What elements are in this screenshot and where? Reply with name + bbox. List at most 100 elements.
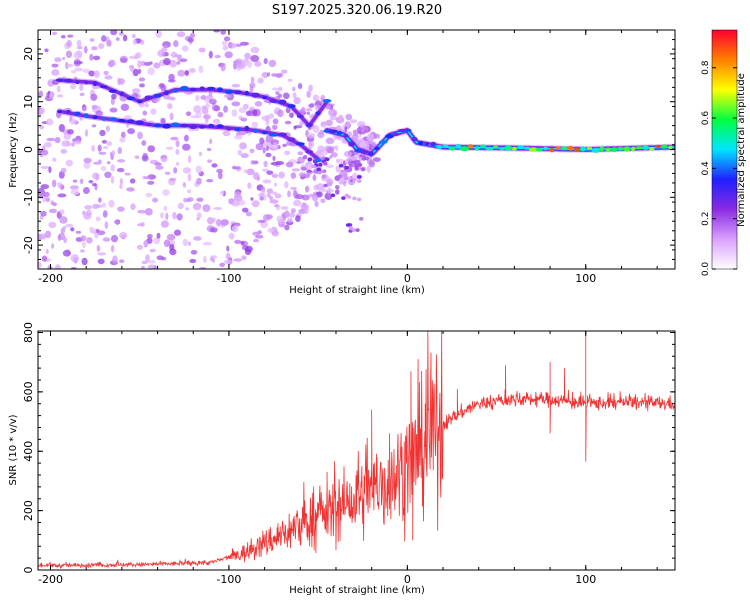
heatmap-cell — [174, 229, 181, 236]
heatmap-cell — [43, 191, 50, 197]
heatmap-cell — [259, 137, 265, 145]
heatmap-cell — [74, 60, 83, 65]
x-tick-label: -100 — [216, 272, 241, 285]
heatmap-cell — [277, 109, 284, 118]
heatmap-ridge-spot — [405, 128, 412, 132]
heatmap-cell — [356, 197, 362, 202]
heatmap-cell — [231, 101, 241, 107]
heatmap-cell — [254, 61, 262, 67]
heatmap-ridge-spot — [655, 144, 661, 149]
heatmap-cell — [45, 197, 51, 203]
heatmap-cell — [156, 232, 161, 239]
heatmap-ridge-spot — [234, 127, 242, 132]
heatmap-ridge-spot — [436, 144, 443, 149]
heatmap-ridge-spot — [108, 89, 117, 93]
x-tick-label: 0 — [404, 272, 411, 285]
heatmap-cell — [206, 147, 212, 152]
heatmap-cell — [110, 244, 115, 253]
heatmap-cell — [40, 184, 50, 190]
heatmap-cell — [261, 115, 268, 121]
heatmap-cell — [198, 151, 203, 157]
heatmap-cell — [187, 37, 194, 43]
heatmap-ridge-spot — [392, 132, 400, 136]
heatmap-cell — [364, 128, 371, 132]
heatmap-cell — [349, 163, 358, 168]
heatmap-cell — [175, 149, 180, 155]
heatmap-ridge-spot — [411, 137, 418, 142]
heatmap-cell — [106, 161, 111, 165]
heatmap-cell — [54, 264, 61, 269]
heatmap-ridge-spot — [586, 146, 593, 151]
heatmap-cell — [166, 233, 176, 241]
heatmap-ridge-spot — [348, 141, 356, 147]
heatmap-cell — [75, 230, 82, 234]
heatmap-cell — [262, 168, 269, 172]
heatmap-cell — [223, 259, 233, 265]
heatmap-cell — [98, 43, 105, 50]
heatmap-cell — [76, 39, 82, 48]
x-tick-label: 0 — [404, 573, 411, 586]
heatmap-cell — [200, 95, 207, 100]
heatmap-cell — [42, 195, 47, 203]
heatmap-ridge-spot — [55, 78, 64, 82]
heatmap-cell — [223, 94, 231, 98]
heatmap-cell — [118, 78, 125, 85]
heatmap-cell — [192, 202, 202, 211]
heatmap-cell — [120, 131, 126, 139]
heatmap-cell — [295, 194, 304, 200]
heatmap-cell — [250, 46, 260, 54]
heatmap-cell — [111, 93, 117, 100]
heatmap-ridge-spot — [305, 122, 313, 128]
heatmap-cell — [360, 167, 366, 172]
y-tick-label: -10 — [22, 188, 35, 206]
heatmap-cell — [355, 228, 360, 232]
heatmap-cell — [83, 157, 92, 164]
heatmap-cell — [173, 167, 178, 174]
heatmap-ridge-spot — [295, 142, 305, 146]
heatmap-cell — [160, 212, 164, 219]
heatmap-ridge-spot — [84, 80, 89, 85]
heatmap-cell — [187, 173, 192, 182]
heatmap-cell — [239, 142, 247, 150]
heatmap-cell — [117, 147, 123, 155]
heatmap-ridge-spot — [189, 124, 198, 130]
heatmap-cell — [132, 88, 141, 94]
heatmap-ridge-spot — [251, 92, 260, 98]
heatmap-cell — [104, 221, 109, 230]
heatmap-ridge-spot — [269, 133, 278, 137]
heatmap-cell — [88, 226, 95, 232]
heatmap-x-ticks: -200 -100 0 100 — [38, 30, 658, 285]
heatmap-cell — [127, 128, 135, 135]
heatmap-cell — [95, 228, 100, 234]
heatmap-cell — [147, 180, 155, 185]
heatmap-ridge-spot — [599, 146, 605, 152]
heatmap-cell — [51, 243, 55, 249]
heatmap-ridge-spot — [661, 144, 668, 149]
heatmap-ridge-spot — [367, 151, 374, 156]
heatmap-cell — [349, 119, 358, 124]
heatmap-cell — [344, 176, 349, 181]
heatmap-ridge-spot — [244, 90, 250, 96]
heatmap-cell — [144, 176, 150, 180]
heatmap-cell — [344, 165, 349, 170]
heatmap-cell — [318, 188, 327, 193]
colorbar-tick-label: 0.2 — [701, 212, 711, 226]
heatmap-cell — [134, 155, 140, 159]
heatmap-cell — [79, 178, 84, 185]
heatmap-cell — [326, 179, 334, 185]
heatmap-cell — [202, 204, 211, 213]
heatmap-cell — [285, 161, 294, 168]
heatmap-cell — [147, 234, 153, 239]
colorbar-tick-label: 0.6 — [701, 111, 711, 126]
heatmap-cell — [203, 241, 212, 246]
heatmap-cell — [220, 63, 226, 72]
heatmap-cell — [247, 61, 253, 69]
heatmap-cell — [240, 241, 245, 245]
heatmap-cell — [120, 57, 128, 64]
heatmap-cell — [232, 166, 241, 170]
heatmap-ridge-spot — [287, 104, 296, 109]
heatmap-cell — [231, 225, 239, 233]
heatmap-cell — [84, 129, 89, 137]
heatmap-cell — [268, 59, 277, 68]
